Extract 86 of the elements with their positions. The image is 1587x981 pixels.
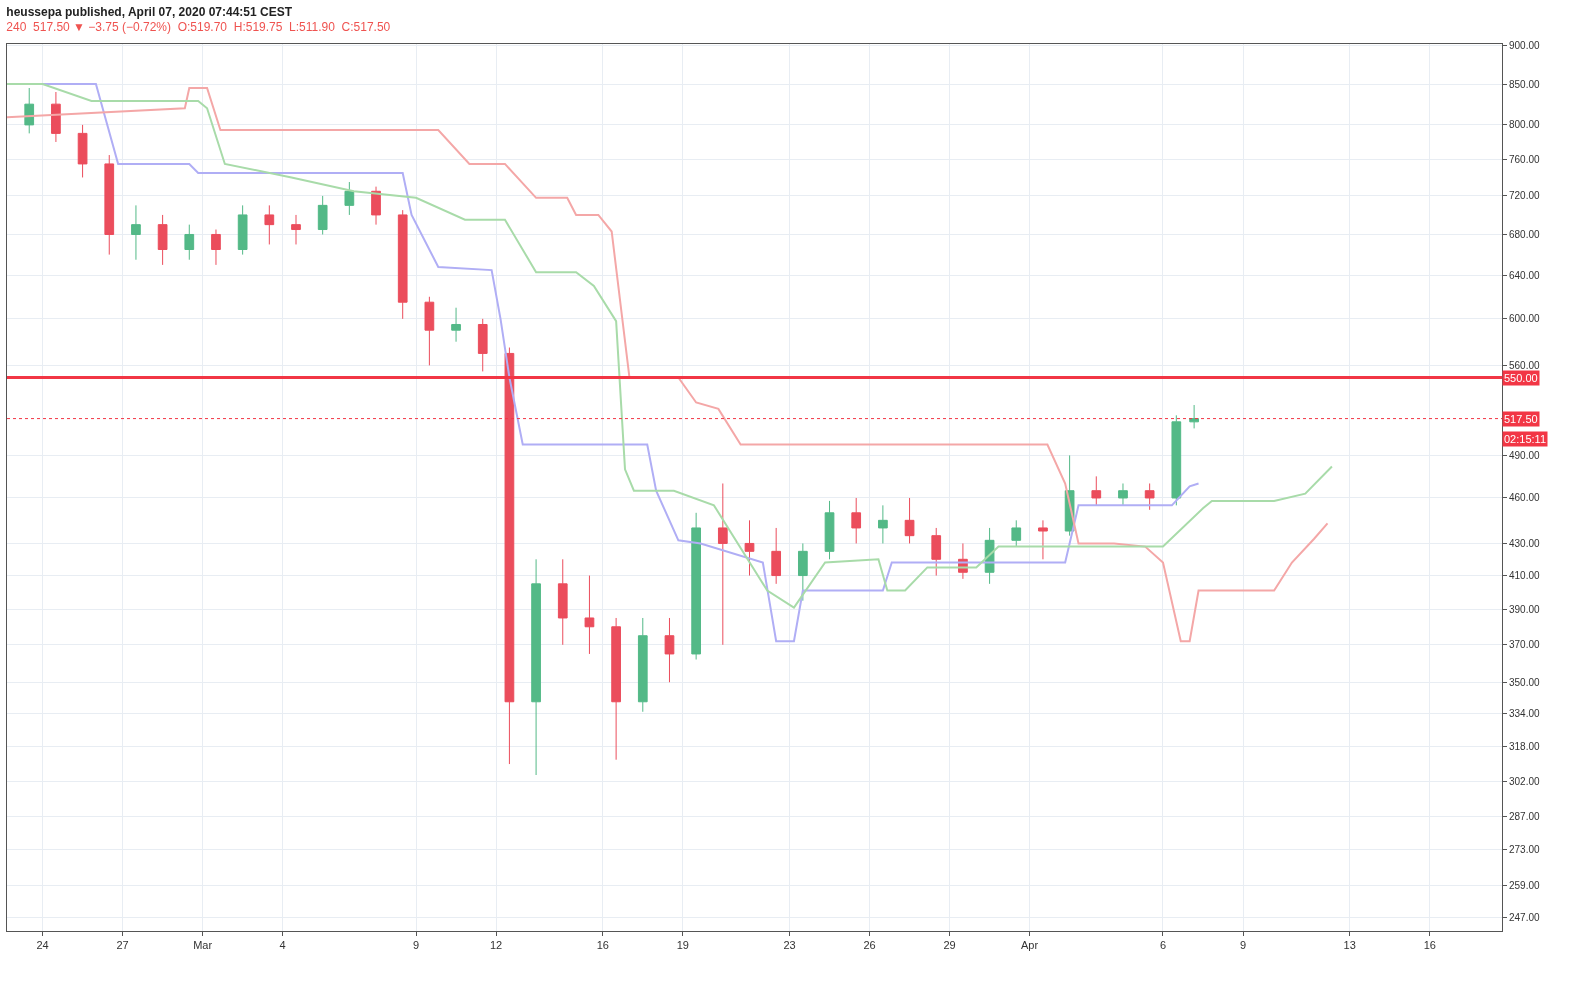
candlestick [611,617,621,761]
candlestick [531,558,541,776]
y-tick-label: 760.00 [1509,153,1541,165]
y-tick-label: 334.00 [1509,708,1541,720]
candlestick [157,214,168,266]
x-tick-label: 6 [1159,939,1167,952]
y-tick-label: 490.00 [1509,449,1541,461]
candlestick [904,497,915,544]
candlestick [184,224,195,261]
candlestick [637,617,648,713]
x-tick-label: 29 [943,939,956,952]
candlestick [717,482,728,646]
y-tick-label: 800.00 [1509,119,1541,131]
chart-title: heussepa published, April 07, 2020 07:44:51 CEST [6,4,293,19]
candlestick [824,500,835,560]
x-tick-label: Mar [193,939,213,952]
candlestick [1118,482,1128,506]
y-tick-label: 640.00 [1509,269,1541,281]
candlestick [477,318,488,372]
x-tick-label: 12 [489,939,503,952]
candlestick [237,204,248,256]
candlestick [557,558,568,646]
y-tick-label: 273.00 [1509,844,1541,856]
x-tick-label: 26 [863,939,876,952]
x-tick-label: 19 [676,939,689,952]
candlestick [1091,475,1102,506]
y-tick-label: 370.00 [1509,639,1541,651]
x-tick-label: 23 [783,939,796,952]
y-tick-label: 720.00 [1509,190,1541,202]
candlestick [77,124,88,178]
candlestick [504,347,515,765]
y-tick-label: 318.00 [1509,741,1541,753]
y-tick-label: 287.00 [1509,810,1541,822]
candlestick [317,195,328,235]
y-tick-label: 850.00 [1509,78,1541,90]
y-tick-label: 680.00 [1509,228,1541,240]
candlestick [931,527,942,577]
y-tick-label: 900.00 [1509,40,1541,51]
y-tick-label: 600.00 [1509,313,1541,325]
y-tick-label: 247.00 [1509,911,1541,923]
candlestick [24,87,35,134]
x-tick-label: Apr [1021,939,1039,952]
x-tick-label: 13 [1343,939,1356,952]
candlestick [264,204,275,245]
x-tick-label: 27 [116,939,129,952]
x-tick-label: 4 [279,939,286,952]
x-tick-label: 9 [1239,939,1247,952]
x-tick-label: 16 [1423,939,1436,952]
y-tick-label: 390.00 [1509,603,1541,615]
y-tick-label: 460.00 [1509,492,1541,504]
candlestick [851,497,862,544]
candlestick [344,181,355,216]
x-tick-label: 16 [596,939,609,952]
x-tick-label: 24 [36,939,49,952]
y-tick-label: 560.00 [1509,359,1541,371]
candlestick [771,527,782,585]
text: 02:15:11 [1504,433,1547,445]
candlestick [424,296,435,366]
candlestick [878,504,888,544]
y-tick-label: 410.00 [1509,570,1541,582]
candlestick [451,307,461,343]
y-tick-label: 350.00 [1509,676,1541,688]
candlestick [104,154,115,256]
candlestick [1011,519,1022,548]
candlestick [664,617,675,683]
y-tick-label: 259.00 [1509,879,1541,891]
candlestick [744,519,755,577]
candlestick [131,204,141,261]
candlestick [51,91,61,143]
candlestick [1144,482,1155,511]
candlestick [1189,404,1199,429]
x-tick-label: 9 [412,939,420,952]
candlestick [371,186,381,226]
y-tick-label: 430.00 [1509,537,1541,549]
y-tick-label: 302.00 [1509,776,1541,788]
candlestick [397,209,408,320]
candlestick [1038,519,1048,560]
candlestick [211,229,221,266]
candlestick [691,512,701,660]
ref-line-label: 550.00 [1504,372,1538,384]
candlestick [797,542,808,602]
candlestick [584,575,595,655]
ref-line-label: 517.50 [1504,413,1538,425]
candlestick [1171,414,1182,506]
candlestick [291,214,301,245]
chart-subtitle: 240 517.50 ▼ −3.75 (−0.72%) O:519.70 H:519.75 L:511.90 C:517.50 [6,20,391,35]
